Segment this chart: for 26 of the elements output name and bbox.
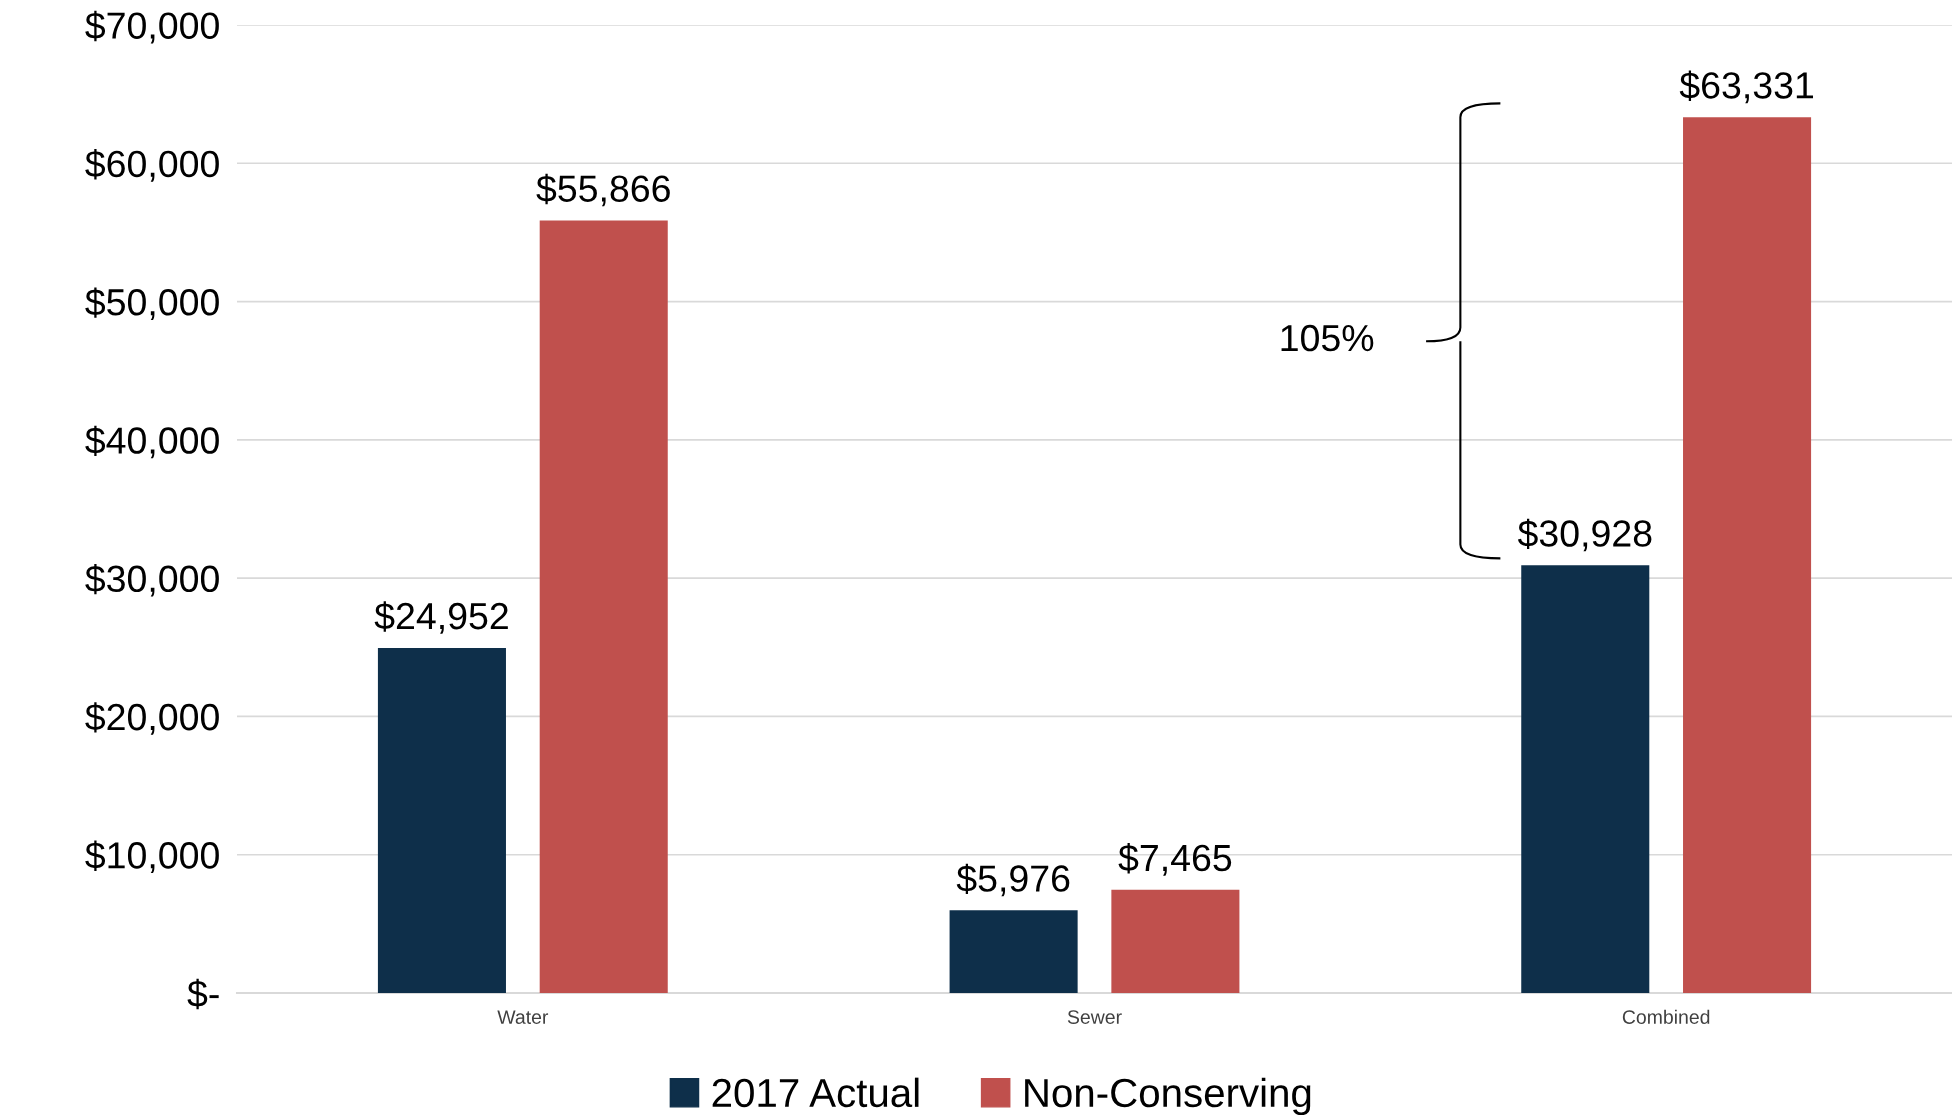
data-label: $7,465 — [1118, 843, 1232, 876]
data-label: $63,331 — [1679, 70, 1814, 104]
bar — [949, 910, 1078, 993]
bar — [539, 220, 668, 993]
bar — [1111, 889, 1240, 993]
y-tick-label: $50,000 — [85, 287, 219, 320]
data-label: $30,928 — [1517, 518, 1652, 552]
y-tick-label: $10,000 — [85, 840, 219, 874]
x-tick-label: Sewer — [1067, 1010, 1122, 1024]
bar — [1683, 117, 1812, 993]
annotation: 105% — [1281, 324, 1374, 352]
legend-label: 2017 Actual — [712, 1077, 919, 1108]
y-tick-label: $70,000 — [85, 10, 219, 44]
x-tick-label: Combined — [1622, 1009, 1710, 1024]
y-tick-label: $20,000 — [85, 702, 219, 735]
y-tick-label: $40,000 — [85, 425, 219, 459]
y-tick-label: $- — [187, 978, 219, 1010]
legend-label: Non-Conserving — [1025, 1077, 1311, 1115]
bar — [377, 647, 506, 993]
bar — [1521, 565, 1650, 993]
y-tick-label: $60,000 — [85, 149, 219, 182]
data-label: $55,866 — [536, 173, 670, 207]
data-label: $24,952 — [374, 601, 508, 634]
x-tick-label: Water — [497, 1010, 549, 1024]
y-tick-label: $30,000 — [85, 563, 219, 597]
data-label: $5,976 — [956, 863, 1070, 897]
